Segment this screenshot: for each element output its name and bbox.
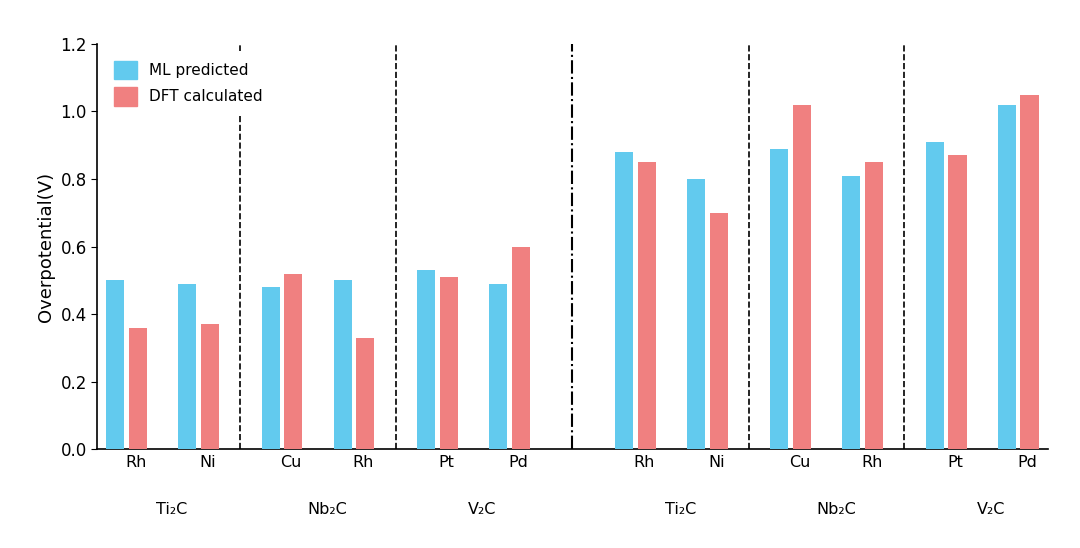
- Text: Ti₂C: Ti₂C: [665, 502, 696, 517]
- Bar: [948, 156, 967, 449]
- Bar: [261, 287, 280, 449]
- Bar: [793, 105, 811, 449]
- Bar: [284, 273, 302, 449]
- Bar: [417, 270, 435, 449]
- Bar: [998, 105, 1016, 449]
- Bar: [440, 277, 458, 449]
- Bar: [842, 175, 861, 449]
- Bar: [770, 149, 788, 449]
- Bar: [865, 162, 883, 449]
- Bar: [615, 152, 633, 449]
- Bar: [356, 338, 375, 449]
- Text: Nb₂C: Nb₂C: [815, 502, 855, 517]
- Bar: [129, 328, 147, 449]
- Bar: [489, 284, 508, 449]
- Bar: [201, 324, 219, 449]
- Bar: [710, 213, 728, 449]
- Y-axis label: Overpotential(V): Overpotential(V): [37, 172, 55, 322]
- Bar: [178, 284, 197, 449]
- Bar: [512, 247, 530, 449]
- Bar: [334, 281, 352, 449]
- Bar: [926, 142, 944, 449]
- Text: Nb₂C: Nb₂C: [308, 502, 347, 517]
- Bar: [106, 281, 124, 449]
- Text: V₂C: V₂C: [469, 502, 497, 517]
- Bar: [687, 179, 705, 449]
- Text: Ti₂C: Ti₂C: [157, 502, 188, 517]
- Text: V₂C: V₂C: [977, 502, 1005, 517]
- Legend: ML predicted, DFT calculated: ML predicted, DFT calculated: [105, 52, 272, 115]
- Bar: [1021, 94, 1039, 449]
- Bar: [637, 162, 656, 449]
